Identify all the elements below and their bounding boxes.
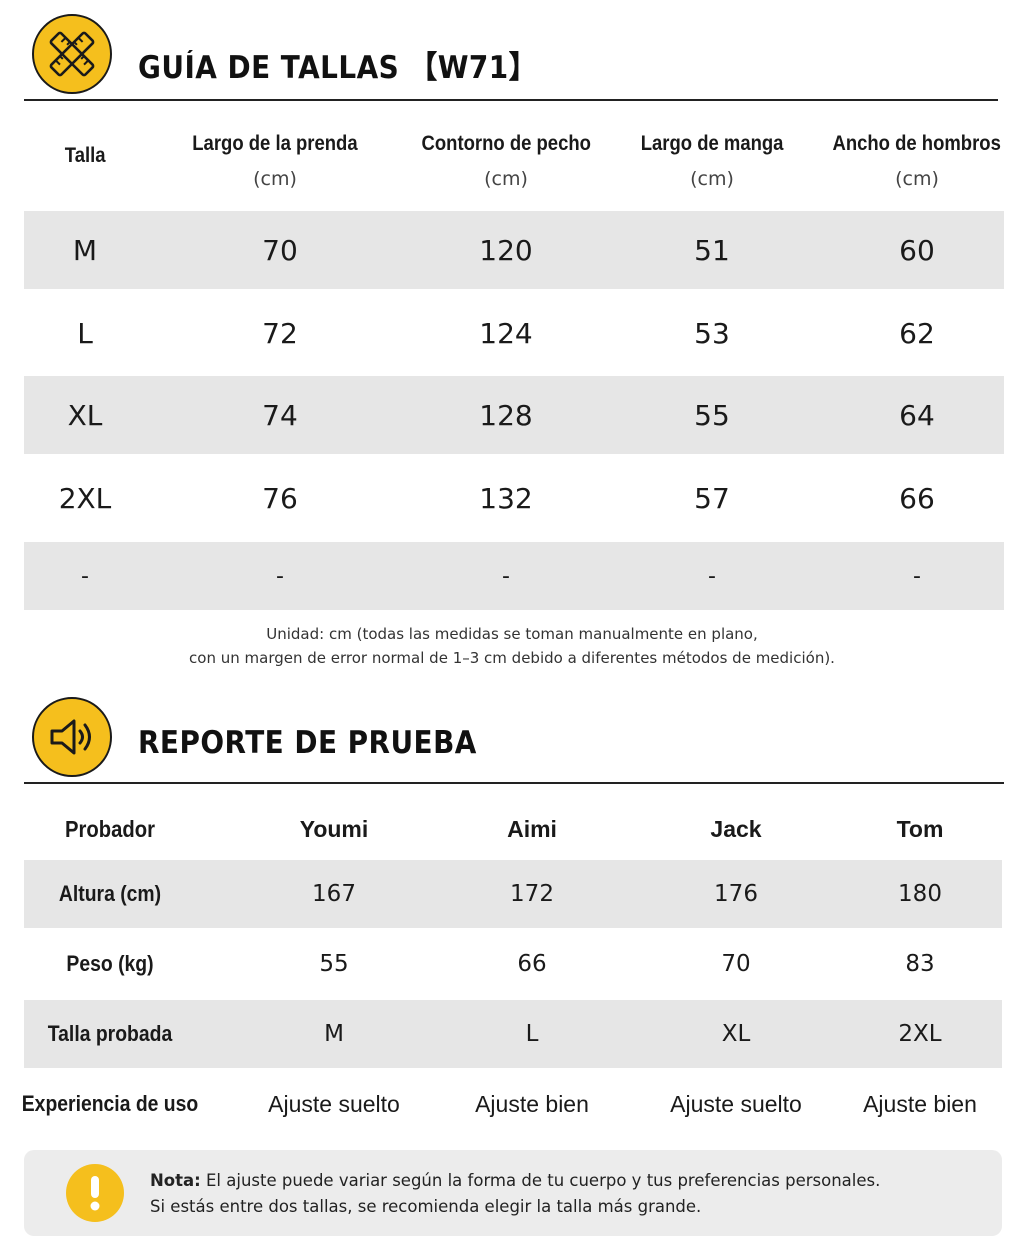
note-line2: Si estás entre dos tallas, se recomienda… [150,1197,702,1216]
cell-value: Ajuste suelto [268,1090,400,1117]
measurement-note: Unidad: cm (todas las medidas se toman m… [0,622,1024,670]
table-row: M 70 120 51 60 [24,211,1004,289]
header-sleeve: Largo de manga (cm) [640,132,784,190]
cell-value: L [525,1021,539,1047]
row-label-height: Altura (cm) [58,881,162,906]
test-table-header: Probador Youmi Aimi Jack Tom [24,800,1002,858]
test-report-title: REPORTE DE PRUEBA [138,725,477,761]
note-text: Nota: El ajuste puede variar según la fo… [150,1168,880,1220]
cell-shoulder: 64 [899,398,935,432]
cell-sleeve: 57 [694,481,730,515]
cell-shoulder: - [913,563,921,589]
table-row: Talla probada M L XL 2XL [24,1000,1002,1068]
table-row: Peso (kg) 55 66 70 83 [24,930,1002,998]
cell-size: M [72,233,98,267]
cell-value: Ajuste bien [475,1090,589,1117]
cell-size: - [81,563,89,589]
cell-value: 180 [898,881,942,907]
row-label-experience: Experiencia de uso [21,1091,199,1116]
size-guide-title: GUÍA DE TALLAS 【W71】 [138,50,538,86]
size-guide-divider [24,99,998,101]
cell-value: 172 [510,881,554,907]
cell-sleeve: 51 [694,233,730,267]
cell-shoulder: 60 [899,233,935,267]
cell-value: Ajuste bien [863,1090,977,1117]
cell-value: 2XL [898,1021,942,1047]
speaker-icon [50,719,91,755]
table-row: Experiencia de uso Ajuste suelto Ajuste … [21,1070,1002,1138]
cell-chest: 124 [479,316,533,350]
note-line1: El ajuste puede variar según la forma de… [200,1171,881,1190]
cell-size: 2XL [58,481,112,515]
cell-value: XL [721,1021,751,1047]
cell-length: 76 [262,481,298,515]
cell-value: M [324,1021,344,1047]
model-code: 【W71】 [409,50,538,86]
header-tester: Probador [65,815,155,842]
header-chest: Contorno de pecho (cm) [421,132,591,190]
cell-size: XL [67,398,103,432]
cell-value: 83 [905,951,935,977]
test-report-divider [24,782,1004,784]
cell-shoulder: 62 [899,316,935,350]
cell-chest: - [502,563,510,589]
cell-value: 70 [721,951,751,977]
tester-name: Jack [710,815,762,842]
cell-length: 70 [262,233,298,267]
table-row: - - - - - [24,542,1004,610]
ruler-cross-icon [49,31,95,77]
cell-value: Ajuste suelto [670,1090,802,1117]
cell-length: 74 [262,398,298,432]
table-row: 2XL 76 132 57 66 [24,456,1004,540]
cell-shoulder: 66 [899,481,935,515]
cell-chest: 128 [479,398,533,432]
test-report-badge [32,697,112,777]
cell-sleeve: 53 [694,316,730,350]
cell-length: - [276,563,284,589]
cell-sleeve: 55 [694,398,730,432]
row-label-weight: Peso (kg) [66,951,154,976]
measurement-note-line1: Unidad: cm (todas las medidas se toman m… [266,625,758,643]
table-row: Altura (cm) 167 172 176 180 [24,860,1002,928]
size-table-header: Talla Largo de la prenda (cm) Contorno d… [24,112,1004,208]
table-row: L 72 124 53 62 [24,291,1004,375]
cell-chest: 132 [479,481,533,515]
table-row: XL 74 128 55 64 [24,376,1004,454]
size-guide-badge [32,14,112,94]
cell-value: 167 [312,881,356,907]
cell-value: 66 [517,951,547,977]
cell-value: 55 [319,951,349,977]
exclamation-icon [66,1164,124,1222]
header-size: Talla [64,144,106,167]
header-length: Largo de la prenda (cm) [192,132,358,190]
tester-name: Tom [896,815,944,842]
tester-name: Aimi [507,815,557,842]
cell-sleeve: - [708,563,716,589]
row-label-tested-size: Talla probada [47,1021,173,1046]
tester-name: Youmi [299,815,369,842]
note-box: Nota: El ajuste puede variar según la fo… [24,1150,1002,1236]
cell-chest: 120 [479,233,533,267]
cell-value: 176 [714,881,758,907]
measurement-note-line2: con un margen de error normal de 1–3 cm … [189,649,835,667]
cell-size: L [77,316,93,350]
header-shoulder: Ancho de hombros (cm) [832,132,1002,190]
note-label: Nota: [150,1171,201,1190]
cell-length: 72 [262,316,298,350]
